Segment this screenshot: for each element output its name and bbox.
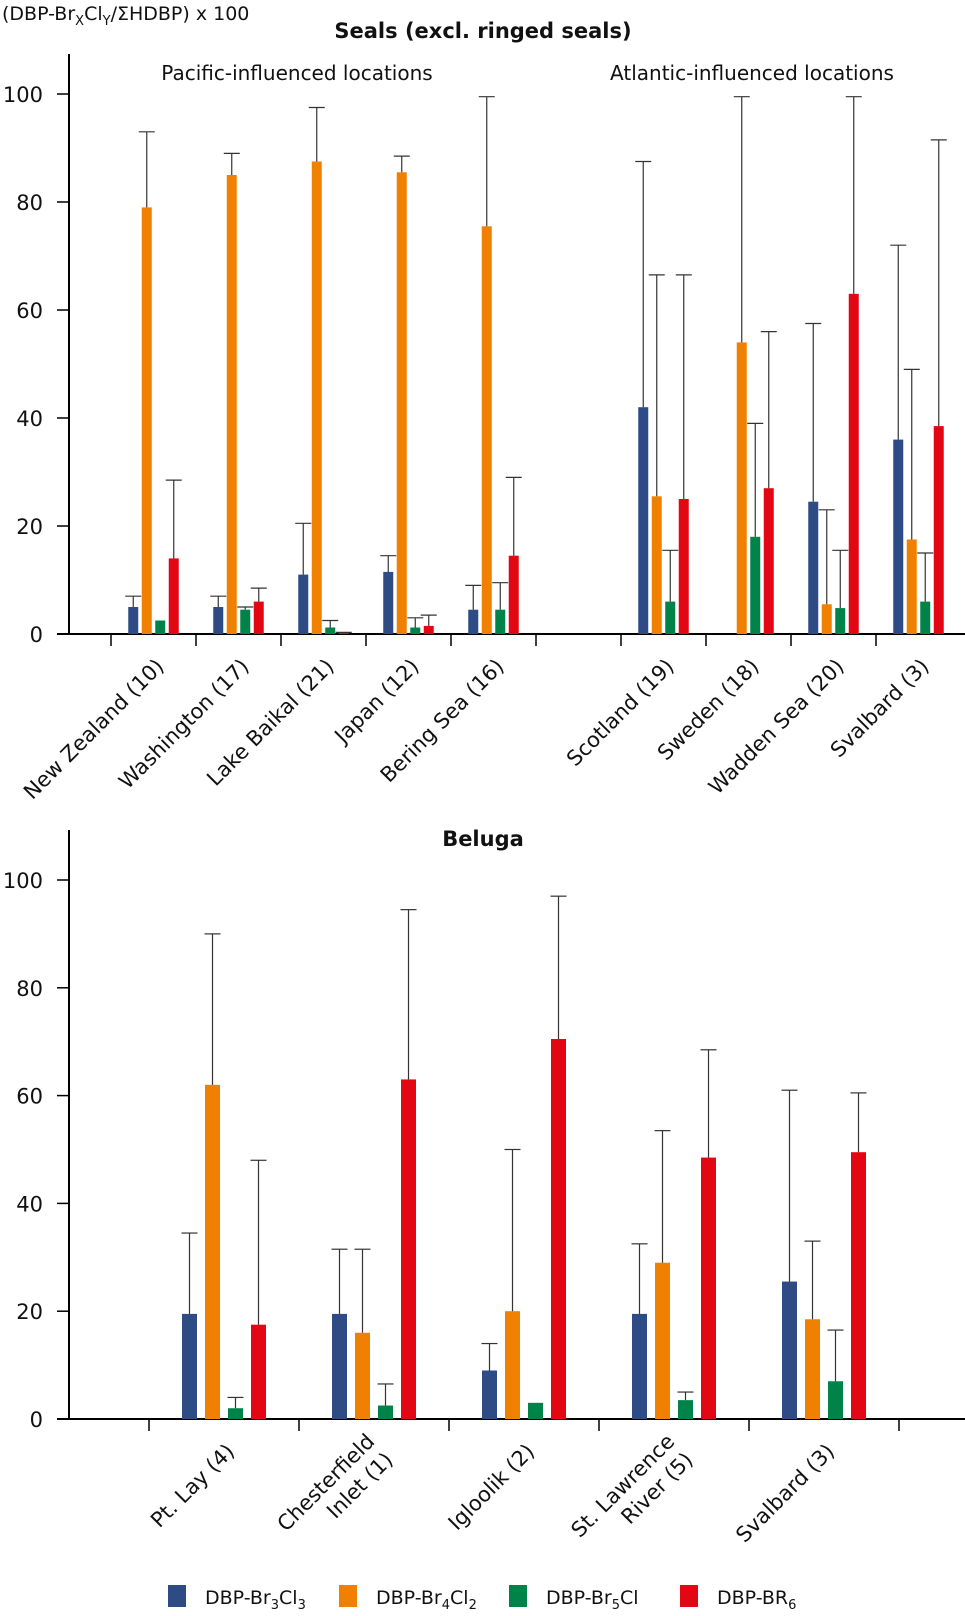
bar: [893, 439, 904, 634]
bar: [678, 1400, 693, 1419]
legend-label: DBP-Br5Cl: [546, 1587, 639, 1613]
bar: [383, 571, 394, 634]
y-tick-label: 0: [30, 1408, 43, 1432]
bar: [920, 601, 931, 634]
bar: [508, 555, 519, 634]
bar: [378, 1405, 393, 1419]
bar: [782, 1281, 797, 1419]
bar: [338, 632, 349, 634]
bar: [155, 620, 166, 634]
bar: [251, 1324, 266, 1419]
legend-label: DBP-BR6: [717, 1587, 796, 1613]
bar: [168, 558, 179, 634]
bar: [240, 609, 251, 634]
bar: [750, 536, 761, 634]
y-tick-label: 100: [3, 83, 43, 107]
legend-swatch: [339, 1585, 357, 1607]
bar: [805, 1319, 820, 1419]
bar: [423, 625, 434, 634]
y-tick-label: 40: [16, 407, 43, 431]
bar: [481, 226, 492, 635]
y-tick-label: 0: [30, 623, 43, 647]
bar: [298, 574, 309, 634]
bar: [468, 609, 479, 634]
bar: [228, 1408, 243, 1419]
bar: [808, 501, 819, 634]
bar: [311, 161, 322, 634]
y-tick-label: 40: [16, 1192, 43, 1216]
bar: [396, 172, 407, 635]
legend-label: DBP-Br4Cl2: [376, 1587, 477, 1613]
legend-swatch: [680, 1585, 698, 1607]
bar: [141, 207, 152, 634]
x-category-label: ChesterfieldInlet (1): [273, 1429, 398, 1554]
legend-label: DBP-Br3Cl3: [205, 1587, 306, 1613]
bar: [355, 1332, 370, 1419]
x-category-label: St. LawrenceRiver (5): [566, 1429, 697, 1560]
group-label-atlantic: Atlantic-influenced locations: [610, 61, 894, 85]
y-tick-label: 80: [16, 191, 43, 215]
bar: [821, 604, 832, 634]
x-category-label: Japan (12): [329, 654, 424, 749]
x-category-label: Pt. Lay (4): [146, 1439, 239, 1532]
legend-swatch: [168, 1585, 186, 1607]
bar: [655, 1262, 670, 1419]
y-tick-label: 20: [16, 1300, 43, 1324]
bar: [205, 1084, 220, 1419]
y-axis-label: (DBP-BrXClY/ΣHDBP) x 100: [2, 3, 249, 29]
bar: [213, 607, 224, 634]
bar: [678, 499, 689, 634]
x-category-label: New Zealand (10): [19, 654, 169, 804]
bar: [933, 426, 944, 634]
beluga-chart: Beluga 0 20 40 60 80 100 Pt. Lay (4) Chesterfie…: [3, 827, 965, 1560]
bar: [410, 627, 421, 634]
bar: [505, 1311, 520, 1419]
bar: [632, 1313, 647, 1419]
x-category-label: Igloolik (2): [444, 1439, 540, 1535]
y-tick-label: 60: [16, 299, 43, 323]
bar: [182, 1313, 197, 1419]
bar: [128, 607, 139, 634]
bar: [828, 1381, 843, 1419]
bar: [851, 1152, 866, 1419]
legend-swatch: [509, 1585, 527, 1607]
bar: [482, 1370, 497, 1419]
chart-title: Beluga: [442, 827, 524, 851]
y-tick-label: 100: [3, 869, 43, 893]
bar: [665, 601, 676, 634]
bar: [528, 1402, 543, 1419]
y-tick-label: 20: [16, 515, 43, 539]
bar: [226, 175, 237, 634]
y-tick-label: 80: [16, 977, 43, 1001]
bar: [332, 1313, 347, 1419]
x-category-label: Svalbard (3): [731, 1439, 839, 1547]
bar: [253, 601, 264, 634]
bar: [325, 627, 336, 634]
legend: DBP-Br3Cl3 DBP-Br4Cl2 DBP-Br5Cl DBP-BR6: [168, 1585, 796, 1613]
bar: [906, 539, 917, 634]
bar: [651, 496, 662, 634]
bar: [835, 608, 846, 634]
chart-title: Seals (excl. ringed seals): [334, 19, 631, 43]
bar: [638, 407, 649, 634]
bar: [763, 488, 774, 634]
bar: [701, 1157, 716, 1419]
bar: [551, 1039, 566, 1419]
group-label-pacific: Pacific-influenced locations: [161, 61, 432, 85]
bar: [401, 1079, 416, 1419]
y-tick-label: 60: [16, 1085, 43, 1109]
seals-chart: Seals (excl. ringed seals) Pacific-influ…: [3, 19, 965, 804]
bar: [848, 293, 859, 634]
bar: [495, 609, 506, 634]
bar: [736, 342, 747, 634]
